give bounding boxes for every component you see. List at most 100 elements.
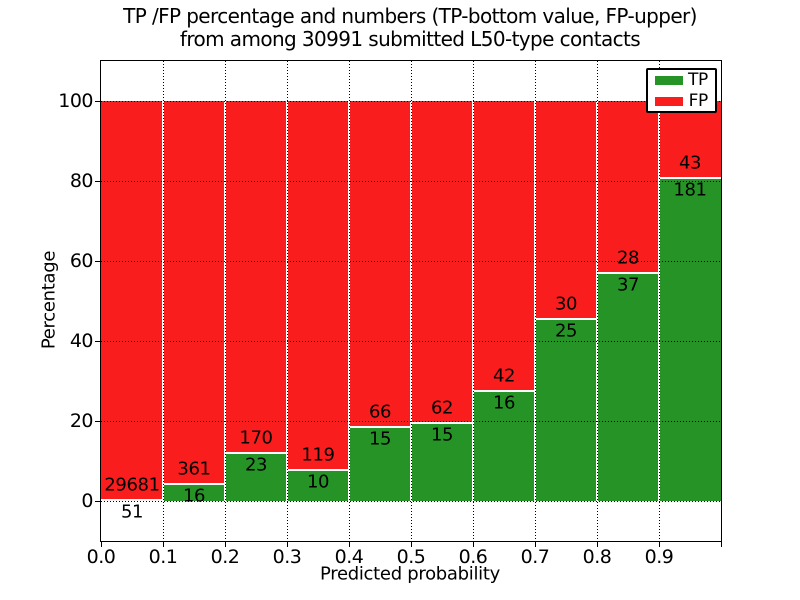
y-tick-label: 20 bbox=[69, 410, 94, 432]
tp-bar-segment bbox=[597, 273, 659, 501]
tp-value-label: 15 bbox=[430, 424, 454, 446]
bar-edge bbox=[163, 483, 225, 486]
gridline-vertical bbox=[349, 61, 350, 541]
fp-bar-segment bbox=[411, 101, 473, 424]
chart-title-line2: from among 30991 submitted L50-type cont… bbox=[179, 27, 641, 51]
fp-bar-segment bbox=[225, 101, 287, 454]
bar-edge bbox=[659, 176, 721, 179]
fp-bar-segment bbox=[287, 101, 349, 470]
y-tickmark bbox=[95, 181, 100, 182]
legend-label-tp: TP bbox=[687, 70, 708, 90]
x-tickmark bbox=[659, 542, 660, 547]
bar-edge bbox=[597, 272, 659, 275]
bars-layer bbox=[101, 61, 721, 541]
x-tickmark bbox=[721, 542, 722, 547]
fp-value-label: 29681 bbox=[104, 474, 160, 496]
gridline-vertical bbox=[225, 61, 226, 541]
tp-swatch-icon bbox=[655, 75, 683, 85]
tp-value-label: 181 bbox=[673, 179, 707, 201]
tp-bar-segment bbox=[411, 423, 473, 501]
legend: TP FP bbox=[646, 68, 717, 113]
x-tick-label: 0.2 bbox=[210, 546, 240, 568]
tp-value-label: 25 bbox=[554, 320, 578, 342]
tp-value-label: 37 bbox=[616, 274, 640, 296]
bar-edge bbox=[535, 318, 597, 321]
x-tick-label: 0.5 bbox=[396, 546, 426, 568]
plot-area: 29681 51 361 16 170 23 119 10 66 15 62 15 42 16 30 25 28… bbox=[100, 60, 722, 542]
tp-value-label: 10 bbox=[306, 471, 330, 493]
y-tickmark bbox=[95, 421, 100, 422]
legend-item-fp: FP bbox=[655, 92, 708, 110]
y-tick-label: 60 bbox=[69, 250, 94, 272]
x-tick-label: 0.0 bbox=[86, 546, 116, 568]
fp-value-label: 43 bbox=[678, 152, 702, 174]
x-tick-label: 0.8 bbox=[582, 546, 612, 568]
y-tick-label: 80 bbox=[69, 170, 94, 192]
x-tickmark bbox=[101, 542, 102, 547]
bar-edge bbox=[287, 468, 349, 471]
fp-value-label: 28 bbox=[616, 247, 640, 269]
x-tick-label: 0.7 bbox=[520, 546, 550, 568]
fp-bar-segment bbox=[659, 101, 721, 178]
tp-value-label: 15 bbox=[368, 428, 392, 450]
x-tickmark bbox=[535, 542, 536, 547]
y-tickmark bbox=[95, 341, 100, 342]
x-tickmark bbox=[287, 542, 288, 547]
y-tick-label: 0 bbox=[81, 490, 93, 512]
x-tick-label: 0.4 bbox=[334, 546, 364, 568]
fp-value-label: 62 bbox=[430, 397, 454, 419]
gridline-vertical bbox=[163, 61, 164, 541]
fp-swatch-icon bbox=[655, 96, 683, 106]
tp-value-label: 51 bbox=[120, 501, 144, 523]
fp-value-label: 30 bbox=[554, 293, 578, 315]
chart-title: TP /FP percentage and numbers (TP-bottom… bbox=[10, 5, 800, 51]
tp-value-label: 23 bbox=[244, 454, 268, 476]
x-tick-label: 0.3 bbox=[272, 546, 302, 568]
bar-edge bbox=[101, 499, 163, 502]
x-tickmark bbox=[411, 542, 412, 547]
value-labels-layer: 29681 51 361 16 170 23 119 10 66 15 62 15 42 16 30 25 28… bbox=[101, 61, 721, 541]
y-tick-label: 100 bbox=[58, 90, 93, 112]
tp-bar-segment bbox=[225, 453, 287, 501]
x-tick-label: 0.6 bbox=[458, 546, 488, 568]
y-tickmark bbox=[95, 101, 100, 102]
fp-value-label: 119 bbox=[301, 444, 335, 466]
y-tickmark bbox=[95, 261, 100, 262]
gridline-vertical bbox=[287, 61, 288, 541]
tp-bar-segment bbox=[473, 390, 535, 501]
gridline-vertical bbox=[411, 61, 412, 541]
x-tickmark bbox=[225, 542, 226, 547]
chart-title-line1: TP /FP percentage and numbers (TP-bottom… bbox=[123, 4, 697, 28]
bar-edge bbox=[473, 389, 535, 392]
bar-edge bbox=[411, 422, 473, 425]
x-axis-label: Predicted probability bbox=[320, 563, 500, 585]
fp-value-label: 170 bbox=[239, 427, 273, 449]
x-tickmark bbox=[349, 542, 350, 547]
fp-bar-segment bbox=[163, 101, 225, 485]
tp-bar-segment bbox=[659, 177, 721, 501]
x-tickmark bbox=[473, 542, 474, 547]
fp-value-label: 42 bbox=[492, 365, 516, 387]
fp-bar-segment bbox=[101, 101, 163, 501]
fp-value-label: 361 bbox=[177, 458, 211, 480]
fp-bar-segment bbox=[597, 101, 659, 274]
gridline-vertical bbox=[659, 61, 660, 541]
tp-value-label: 16 bbox=[182, 485, 206, 507]
gridline-vertical bbox=[597, 61, 598, 541]
fp-bar-segment bbox=[473, 101, 535, 391]
gridline-vertical bbox=[473, 61, 474, 541]
x-tickmark bbox=[163, 542, 164, 547]
x-tickmark bbox=[597, 542, 598, 547]
gridlines-layer bbox=[101, 61, 721, 541]
x-tick-label: 0.9 bbox=[644, 546, 674, 568]
fp-bar-segment bbox=[535, 101, 597, 320]
tp-bar-segment bbox=[287, 469, 349, 501]
y-tick-label: 40 bbox=[69, 330, 94, 352]
x-tick-label: 0.1 bbox=[148, 546, 178, 568]
fp-value-label: 66 bbox=[368, 401, 392, 423]
tp-bar-segment bbox=[349, 426, 411, 501]
legend-label-fp: FP bbox=[688, 91, 709, 111]
fp-bar-segment bbox=[349, 101, 411, 427]
bar-edge bbox=[349, 425, 411, 428]
